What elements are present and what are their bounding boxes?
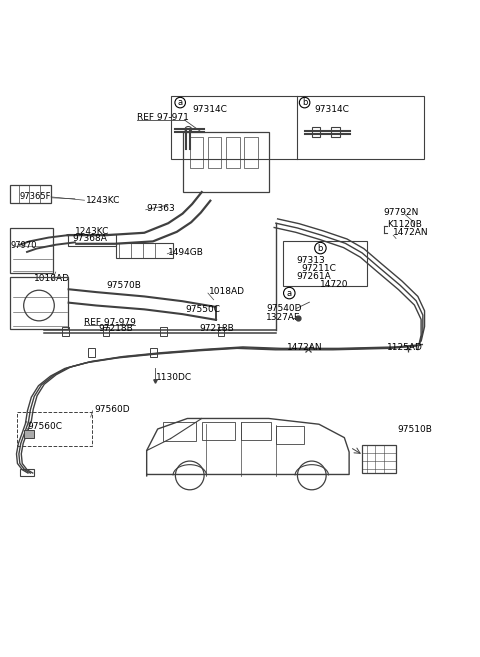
Bar xyxy=(17,412,92,445)
Text: 97365F: 97365F xyxy=(20,193,51,202)
Bar xyxy=(24,430,34,438)
Bar xyxy=(226,137,240,168)
Text: 1494GB: 1494GB xyxy=(168,248,204,258)
Bar xyxy=(283,241,367,286)
Bar xyxy=(202,422,235,440)
Bar xyxy=(20,468,34,476)
Text: 97560C: 97560C xyxy=(27,422,62,431)
Text: 97560D: 97560D xyxy=(94,405,130,415)
Bar xyxy=(241,422,271,440)
Text: a: a xyxy=(178,98,183,107)
Bar xyxy=(62,327,69,336)
Text: 97540D: 97540D xyxy=(266,304,302,313)
Text: a: a xyxy=(287,288,292,298)
Bar xyxy=(10,228,53,273)
Text: 97363: 97363 xyxy=(147,204,175,214)
Text: 97368A: 97368A xyxy=(72,234,108,243)
Bar xyxy=(217,327,224,336)
Text: b: b xyxy=(302,98,307,107)
Text: 1243KC: 1243KC xyxy=(86,196,120,205)
Bar xyxy=(163,422,196,442)
Text: 97261A: 97261A xyxy=(297,272,331,281)
Bar xyxy=(208,137,221,168)
Text: 97211C: 97211C xyxy=(301,263,336,273)
Bar xyxy=(88,348,95,357)
Text: 97570B: 97570B xyxy=(106,281,141,290)
Bar xyxy=(160,327,167,336)
Text: b: b xyxy=(318,244,323,252)
Text: 97792N: 97792N xyxy=(384,208,419,217)
Bar xyxy=(10,185,51,203)
Text: 1125AD: 1125AD xyxy=(387,343,423,352)
Text: 97313: 97313 xyxy=(297,256,325,265)
Text: 97218B: 97218B xyxy=(99,323,133,332)
Bar xyxy=(276,426,304,444)
Text: 97314C: 97314C xyxy=(192,105,227,114)
Bar xyxy=(10,277,68,328)
Text: 1243KC: 1243KC xyxy=(75,227,109,236)
Bar xyxy=(170,97,424,158)
Text: 1130DC: 1130DC xyxy=(156,373,192,382)
Text: 97550C: 97550C xyxy=(185,305,220,314)
Text: 1472AN: 1472AN xyxy=(287,343,323,352)
Text: 1327AE: 1327AE xyxy=(266,313,301,323)
Text: 1018AD: 1018AD xyxy=(34,274,70,283)
Bar xyxy=(182,132,269,192)
Bar xyxy=(362,445,396,473)
Text: 97510B: 97510B xyxy=(397,424,432,434)
Text: 1018AD: 1018AD xyxy=(209,287,245,296)
Bar xyxy=(312,127,321,137)
Text: REF 97-979: REF 97-979 xyxy=(84,318,136,327)
Text: REF 97-971: REF 97-971 xyxy=(137,114,189,122)
Bar xyxy=(103,327,109,336)
Text: 97218B: 97218B xyxy=(199,323,234,332)
Text: 97314C: 97314C xyxy=(314,105,349,114)
Text: K1120B: K1120B xyxy=(387,219,422,229)
Bar xyxy=(116,243,173,258)
Bar xyxy=(190,137,203,168)
Text: 97970: 97970 xyxy=(10,241,37,250)
Bar xyxy=(331,127,339,137)
Text: 14720: 14720 xyxy=(321,281,349,290)
Bar xyxy=(244,137,258,168)
Text: 1472AN: 1472AN xyxy=(393,228,429,237)
Bar xyxy=(151,348,157,357)
Bar xyxy=(68,234,116,246)
